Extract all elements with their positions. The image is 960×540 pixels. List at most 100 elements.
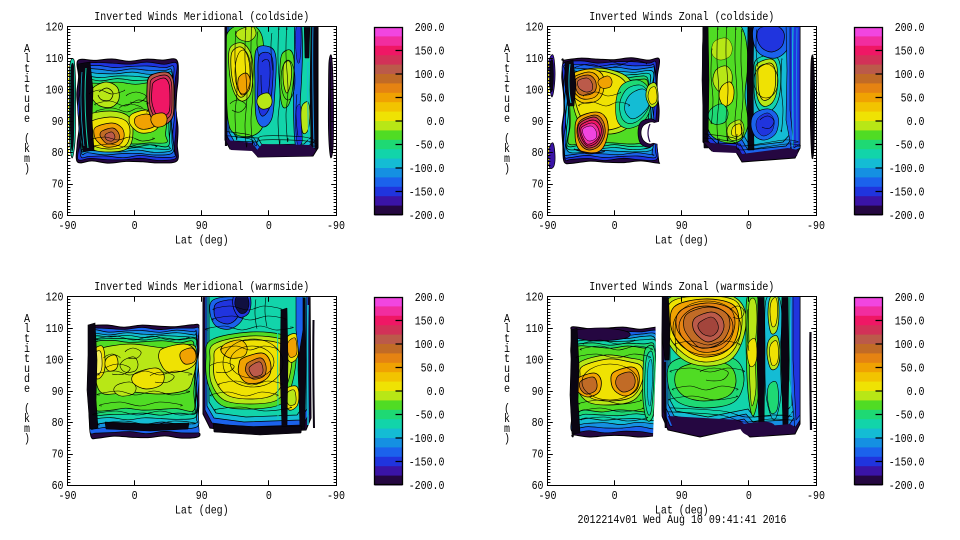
svg-text:-150.0: -150.0 [409, 186, 445, 200]
svg-text:): ) [24, 162, 30, 176]
svg-text:k: k [504, 142, 510, 156]
svg-text:90: 90 [532, 385, 544, 399]
svg-text:50.0: 50.0 [421, 362, 445, 376]
svg-text:e: e [504, 112, 510, 126]
svg-text:-90: -90 [539, 219, 557, 233]
svg-text:i: i [24, 342, 30, 356]
svg-text:): ) [504, 432, 510, 446]
svg-text:60: 60 [532, 479, 544, 493]
svg-text:150.0: 150.0 [895, 45, 925, 59]
svg-text:0.0: 0.0 [427, 115, 445, 129]
svg-text:i: i [504, 342, 510, 356]
svg-text:90: 90 [52, 385, 64, 399]
svg-text:t: t [24, 62, 30, 76]
svg-text:110: 110 [46, 52, 64, 66]
svg-text:-90: -90 [59, 219, 77, 233]
svg-text:70: 70 [532, 178, 544, 192]
svg-text:d: d [24, 102, 30, 116]
svg-text:100.0: 100.0 [895, 68, 925, 82]
svg-text:-200.0: -200.0 [889, 209, 925, 223]
svg-text:0: 0 [266, 489, 272, 503]
svg-text:d: d [504, 372, 510, 386]
svg-text:e: e [504, 382, 510, 396]
svg-text:(: ( [24, 402, 30, 416]
svg-text:A: A [24, 42, 31, 56]
svg-text:120: 120 [526, 21, 544, 35]
svg-text:-150.0: -150.0 [889, 456, 925, 470]
svg-text:l: l [504, 52, 510, 66]
svg-text:80: 80 [52, 416, 64, 430]
svg-text:Inverted Winds Meridional (col: Inverted Winds Meridional (coldside) [94, 10, 309, 24]
svg-text:-90: -90 [327, 489, 345, 503]
svg-text:50.0: 50.0 [901, 362, 925, 376]
svg-text:200.0: 200.0 [415, 21, 445, 35]
svg-text:u: u [504, 92, 510, 106]
svg-text:t: t [24, 332, 30, 346]
svg-text:-200.0: -200.0 [409, 209, 445, 223]
svg-text:100.0: 100.0 [415, 68, 445, 82]
svg-text:0.0: 0.0 [427, 385, 445, 399]
svg-text:0.0: 0.0 [907, 115, 925, 129]
svg-text:70: 70 [52, 178, 64, 192]
svg-text:-50.0: -50.0 [415, 139, 445, 153]
svg-text:e: e [24, 382, 30, 396]
svg-text:110: 110 [46, 322, 64, 336]
svg-text:50.0: 50.0 [421, 92, 445, 106]
svg-text:90: 90 [676, 219, 688, 233]
svg-text:k: k [24, 142, 30, 156]
svg-text:100: 100 [46, 83, 64, 97]
svg-text:-150.0: -150.0 [409, 456, 445, 470]
svg-text:60: 60 [532, 209, 544, 223]
svg-text:Inverted Winds Zonal (coldside: Inverted Winds Zonal (coldside) [589, 10, 774, 24]
svg-text:-100.0: -100.0 [889, 162, 925, 176]
svg-text:l: l [24, 52, 30, 66]
svg-text:0: 0 [746, 219, 752, 233]
svg-text:t: t [504, 352, 510, 366]
svg-text:80: 80 [52, 146, 64, 160]
svg-text:A: A [24, 312, 31, 326]
svg-text:u: u [504, 362, 510, 376]
svg-text:110: 110 [526, 52, 544, 66]
svg-text:150.0: 150.0 [415, 45, 445, 59]
svg-text:l: l [24, 322, 30, 336]
svg-text:-100.0: -100.0 [409, 432, 445, 446]
svg-text:0: 0 [746, 489, 752, 503]
svg-text:80: 80 [532, 146, 544, 160]
svg-text:200.0: 200.0 [895, 21, 925, 35]
svg-text:200.0: 200.0 [895, 291, 925, 305]
svg-text:k: k [24, 412, 30, 426]
svg-text:-90: -90 [59, 489, 77, 503]
svg-text:100.0: 100.0 [895, 338, 925, 352]
svg-text:): ) [24, 432, 30, 446]
svg-text:50.0: 50.0 [901, 92, 925, 106]
svg-text:2012214v01 Wed Aug 10 09:41:41: 2012214v01 Wed Aug 10 09:41:41 2016 [578, 513, 787, 527]
svg-text:(: ( [504, 402, 510, 416]
svg-text:d: d [504, 102, 510, 116]
svg-text:e: e [24, 112, 30, 126]
svg-text:60: 60 [52, 479, 64, 493]
svg-text:150.0: 150.0 [895, 315, 925, 329]
svg-text:t: t [504, 62, 510, 76]
svg-text:-100.0: -100.0 [409, 162, 445, 176]
svg-text:120: 120 [46, 21, 64, 35]
svg-text:-100.0: -100.0 [889, 432, 925, 446]
svg-text:60: 60 [52, 209, 64, 223]
svg-text:(: ( [504, 132, 510, 146]
svg-text:-150.0: -150.0 [889, 186, 925, 200]
svg-text:t: t [24, 82, 30, 96]
svg-text:m: m [24, 152, 30, 166]
svg-text:): ) [504, 162, 510, 176]
svg-text:-200.0: -200.0 [889, 479, 925, 493]
svg-text:-200.0: -200.0 [409, 479, 445, 493]
svg-text:150.0: 150.0 [415, 315, 445, 329]
svg-text:90: 90 [532, 115, 544, 129]
svg-text:-90: -90 [807, 219, 825, 233]
svg-text:0.0: 0.0 [907, 385, 925, 399]
svg-text:m: m [504, 152, 510, 166]
svg-text:Lat (deg): Lat (deg) [175, 234, 229, 248]
svg-text:0: 0 [612, 219, 618, 233]
svg-text:200.0: 200.0 [415, 291, 445, 305]
svg-text:m: m [504, 422, 510, 436]
svg-text:l: l [504, 322, 510, 336]
svg-text:t: t [504, 82, 510, 96]
